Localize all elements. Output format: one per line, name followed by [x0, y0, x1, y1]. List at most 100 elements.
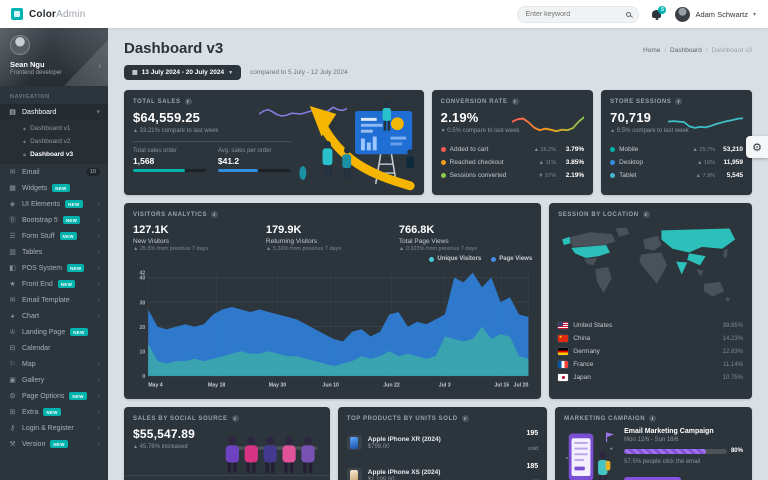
sidebar-item-bootstrap-5[interactable]: Ⓑ Bootstrap 5 NEW › — [0, 212, 108, 228]
visitor-stat: 179.9K Returning Visitors ▲ 5.33% from pre… — [266, 224, 399, 252]
sidebar-item-version[interactable]: ⚒ Version NEW › — [0, 436, 108, 452]
sidebar-item-email[interactable]: ✉ Email 10 — [0, 164, 108, 180]
landing-page-icon: ♔ — [9, 329, 16, 336]
sidebar-item-ui-elements[interactable]: ◈ UI Elements NEW › — [0, 196, 108, 212]
sidebar-subitem-dashboard-v3[interactable]: ◆ Dashboard v3 — [0, 148, 108, 161]
new-badge: NEW — [50, 440, 68, 448]
stat-change: ▼ 57% — [538, 172, 557, 179]
country-row: France 11.14% — [558, 358, 743, 371]
breadcrumb-dashboard[interactable]: Dashboard — [670, 47, 702, 54]
search-icon[interactable] — [626, 11, 632, 17]
sidebar-item-chart[interactable]: ◕ Chart › — [0, 308, 108, 324]
svg-text:Jun 10: Jun 10 — [322, 382, 339, 388]
product-thumbnail — [346, 435, 362, 450]
sales-by-social-source-card: SALES BY SOCIAL SOURCE i $55,547.89 ▲ 45.… — [124, 407, 330, 480]
stat-change: ▲ 25.7% — [692, 146, 715, 153]
progress-fill — [133, 169, 186, 172]
campaign-dates: Mon 12/6 - Sun 18/6 — [624, 437, 679, 443]
search-input[interactable] — [525, 10, 627, 18]
sidebar-item-email-template[interactable]: ✉ Email Template › — [0, 292, 108, 308]
legend-dot — [429, 256, 435, 262]
date-range-button[interactable]: ▦ 13 July 2024 - 20 July 2024 ▼ — [124, 65, 242, 80]
sidebar-item-widgets[interactable]: ▦ Widgets NEW — [0, 180, 108, 196]
profile-role: Frontend developer — [10, 70, 63, 76]
visitor-stat-change: ▲ 0.323% from previous 7 days — [398, 246, 478, 252]
top-products-title: TOP PRODUCTS BY UNITS SOLD — [346, 415, 458, 422]
new-badge: NEW — [70, 328, 88, 336]
progress-track — [133, 169, 206, 172]
sidebar-item-dashboard[interactable]: ▤ Dashboard ▾ — [0, 104, 108, 120]
sidebar-subitem-dashboard-v2[interactable]: ◆ Dashboard v2 — [0, 135, 108, 148]
bullet-icon: ◆ — [23, 126, 27, 131]
info-icon[interactable]: i — [461, 415, 469, 422]
info-icon[interactable]: i — [642, 211, 650, 218]
sidebar-item-front-end[interactable]: ★ Front End NEW › — [0, 276, 108, 292]
notifications-button[interactable]: 5 — [652, 6, 667, 18]
new-badge: NEW — [57, 280, 76, 288]
chevron-right-icon: › — [97, 392, 100, 400]
product-quantity: 195 sold — [526, 430, 539, 452]
date-range-label: 13 July 2024 - 20 July 2024 — [141, 69, 225, 76]
tables-icon: ▥ — [9, 249, 16, 256]
brand-logo[interactable]: ColorAdmin — [11, 8, 85, 20]
view-campaign-button[interactable]: View campaign — [624, 477, 682, 480]
sidebar-item-login-register[interactable]: ⚷ Login & Register › — [0, 420, 108, 436]
info-icon[interactable]: i — [511, 98, 519, 105]
country-percentage: 12.83% — [722, 348, 743, 355]
series-dot — [610, 147, 616, 152]
user-menu[interactable]: Adam Schwartz ▾ — [675, 6, 756, 22]
info-icon[interactable]: i — [231, 415, 239, 422]
stat-value: 2.19% — [565, 172, 585, 179]
product-row[interactable]: Apple iPhone XR (2024) $799.00 195 sold — [346, 430, 539, 455]
stat-value: 3.79% — [565, 146, 585, 153]
divider — [133, 141, 291, 142]
breadcrumb: Home / Dashboard / Dashboard v3 — [643, 40, 752, 54]
sidebar-item-page-options[interactable]: ⚙ Page Options NEW › — [0, 388, 108, 404]
campaign-progress-bar — [624, 448, 727, 454]
country-percentage: 39.85% — [722, 322, 743, 329]
theme-settings-button[interactable]: ⚙ — [746, 136, 768, 158]
sub-stat-label: Avg. sales per order — [217, 148, 272, 154]
caret-up-icon: ▲ — [133, 128, 138, 134]
sidebar-item-label: Front End — [22, 280, 53, 288]
social-source-row[interactable]: Apple Store $34,840.17 — [124, 475, 330, 480]
sidebar-profile[interactable]: Sean Ngu Frontend developer › — [0, 28, 108, 86]
de-flag-icon — [558, 348, 569, 355]
info-icon[interactable]: i — [184, 98, 192, 105]
marketing-campaign-title: MARKETING CAMPAIGN — [564, 415, 646, 422]
phone-image — [350, 469, 359, 480]
info-icon[interactable]: i — [210, 211, 218, 218]
info-icon[interactable]: i — [675, 98, 683, 105]
marketing-campaign-card: MARKETING CAMPAIGN i — [555, 407, 752, 480]
search-box[interactable] — [517, 5, 640, 23]
country-list: United States 39.85% China 14.23% Germany 12.… — [558, 319, 743, 384]
chart-legend: Unique Visitors Page Views — [133, 256, 532, 262]
stat-change: ▲ 11% — [538, 159, 557, 166]
stat-row: Desktop ▲ 16% 11,959 — [610, 156, 743, 169]
breadcrumb-separator: / — [705, 47, 708, 54]
sidebar-item-pos-system[interactable]: ◧ POS System NEW › — [0, 260, 108, 276]
sidebar-item-extra[interactable]: ⊞ Extra NEW › — [0, 404, 108, 420]
breadcrumb-home[interactable]: Home — [643, 47, 661, 54]
email-template-icon: ✉ — [9, 297, 16, 304]
product-row[interactable]: Apple iPhone XS (2024)$1,199.00 185sold — [346, 463, 539, 480]
chevron-right-icon: › — [97, 232, 100, 240]
submenu-label: Dashboard v1 — [30, 125, 71, 132]
top-bar: ColorAdmin 5 Adam Schwartz ▾ — [0, 0, 768, 28]
sidebar-item-gallery[interactable]: ▣ Gallery › — [0, 372, 108, 388]
sidebar-item-tables[interactable]: ▥ Tables › — [0, 244, 108, 260]
legend-item[interactable]: Page Views — [491, 256, 532, 262]
sidebar-item-map[interactable]: ⚐ Map › — [0, 356, 108, 372]
campaign-title: Email Marketing Campaign — [624, 428, 714, 435]
brand-logo-icon — [11, 8, 23, 20]
legend-item[interactable]: Unique Visitors — [429, 256, 481, 262]
sidebar-subitem-dashboard-v1[interactable]: ◆ Dashboard v1 — [0, 122, 108, 135]
product-quantity: 185sold — [526, 463, 539, 480]
sidebar-item-form-stuff[interactable]: ☰ Form Stuff NEW › — [0, 228, 108, 244]
sidebar-item-calendar[interactable]: ⊟ Calendar — [0, 340, 108, 356]
profile-avatar — [10, 35, 30, 55]
info-icon[interactable]: i — [649, 415, 657, 422]
sidebar-item-landing-page[interactable]: ♔ Landing Page NEW — [0, 324, 108, 340]
country-row: China 14.23% — [558, 332, 743, 345]
svg-text:Jul 3: Jul 3 — [439, 382, 451, 388]
